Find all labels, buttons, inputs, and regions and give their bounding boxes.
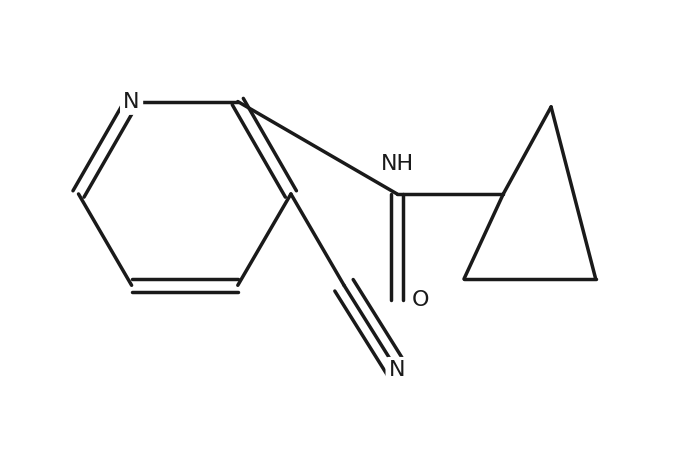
Text: N: N <box>389 360 405 380</box>
Text: NH: NH <box>380 154 413 174</box>
Text: O: O <box>411 290 429 310</box>
Text: N: N <box>123 92 140 112</box>
